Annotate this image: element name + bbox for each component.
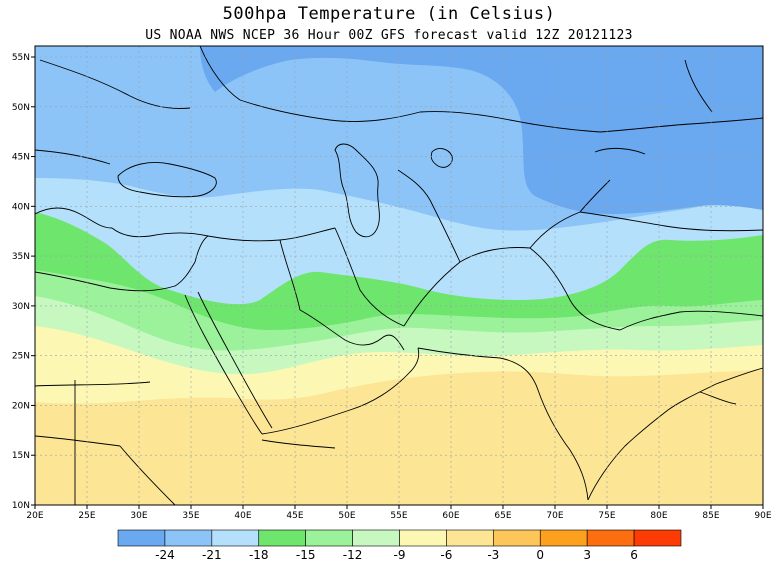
legend-swatch: [586, 529, 635, 547]
chart-subtitle: US NOAA NWS NCEP 36 Hour 00Z GFS forecas…: [145, 28, 633, 43]
legend-swatch: [305, 529, 353, 547]
lon-tick-label: 70E: [546, 511, 563, 521]
legend-label: -6: [440, 548, 452, 562]
lat-tick-label: 45N: [12, 153, 30, 163]
lat-tick-label: 35N: [12, 252, 30, 262]
lon-tick-label: 30E: [130, 511, 147, 521]
coastlines: [35, 46, 763, 505]
legend-swatch: [399, 529, 447, 547]
band-m24: [200, 46, 763, 214]
lon-tick-label: 80E: [650, 511, 667, 521]
lat-tick-label: 55N: [12, 53, 30, 63]
lon-tick-label: 45E: [286, 511, 303, 521]
legend-label: -15: [296, 548, 316, 562]
legend-label: -24: [155, 548, 175, 562]
lon-tick-label: 65E: [494, 511, 511, 521]
legend-swatch: [539, 529, 588, 547]
lat-tick-label: 15N: [12, 451, 30, 461]
lat-tick-label: 30N: [12, 302, 30, 312]
lon-tick-label: 25E: [78, 511, 95, 521]
legend-label: -12: [343, 548, 363, 562]
lon-tick-label: 55E: [390, 511, 407, 521]
legend-label: -21: [202, 548, 222, 562]
lon-tick-label: 40E: [234, 511, 251, 521]
legend-swatch: [446, 529, 494, 547]
legend-swatch: [258, 529, 306, 547]
legend-label: -9: [394, 548, 406, 562]
legend-swatch: [211, 529, 260, 547]
lon-tick-label: 35E: [182, 511, 199, 521]
lon-tick-label: 60E: [442, 511, 459, 521]
legend-swatch: [352, 529, 400, 547]
chart-title: 500hpa Temperature (in Celsius): [222, 4, 556, 24]
legend-label: -3: [487, 548, 499, 562]
graticule: [35, 46, 763, 505]
legend-swatch: [493, 529, 541, 547]
lat-tick-label: 40N: [12, 202, 30, 212]
legend-label: -18: [249, 548, 269, 562]
lat-tick-label: 25N: [12, 352, 30, 362]
legend-swatch: [633, 529, 682, 547]
lon-tick-label: 85E: [702, 511, 719, 521]
lat-tick-label: 20N: [12, 401, 30, 411]
lon-tick-label: 50E: [338, 511, 355, 521]
lat-tick-label: 10N: [12, 501, 30, 511]
lon-tick-label: 90E: [754, 511, 771, 521]
legend-label: 0: [536, 548, 544, 562]
lon-tick-label: 20E: [26, 511, 43, 521]
color-legend: -24 -21 -18 -15 -12 -9 -6 -3 0 3 6: [117, 529, 682, 562]
legend-label: 6: [630, 548, 638, 562]
lat-tick-label: 50N: [12, 103, 30, 113]
legend-swatch: [164, 529, 213, 547]
legend-label: 3: [583, 548, 591, 562]
lon-tick-label: 75E: [598, 511, 615, 521]
legend-swatch: [117, 529, 166, 547]
